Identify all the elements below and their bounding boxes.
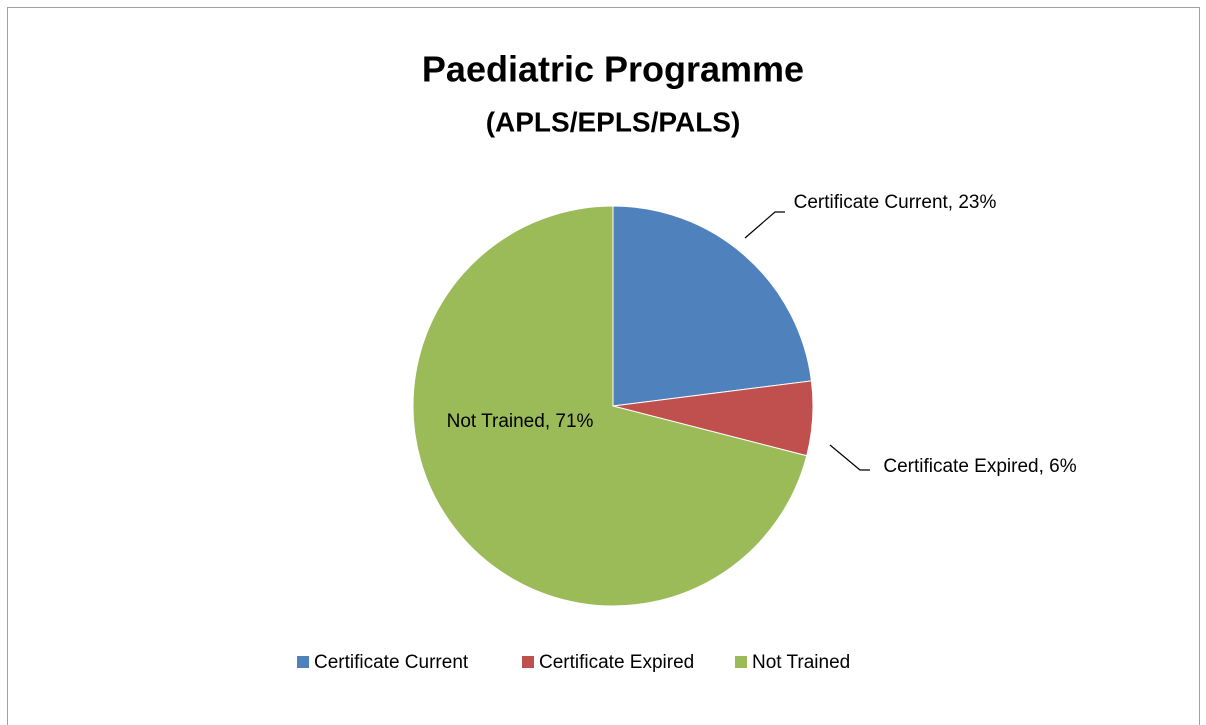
- chart-title: Paediatric Programme: [422, 49, 804, 90]
- leader-line: [744, 211, 785, 239]
- data-label: Certificate Current, 23%: [793, 192, 997, 213]
- leader-line: [829, 444, 870, 471]
- chart-subtitle: (APLS/EPLS/PALS): [486, 106, 741, 137]
- data-label: Certificate Expired, 6%: [883, 456, 1077, 477]
- data-label: Not Trained, 71%: [446, 411, 594, 432]
- pie-slice: [412, 205, 808, 607]
- legend-swatch: [297, 656, 309, 668]
- legend-swatch: [735, 656, 747, 668]
- legend-label: Certificate Expired: [539, 652, 694, 673]
- pie-slice: [612, 205, 812, 407]
- data-label-box: Not Trained, 71%: [446, 411, 594, 432]
- legend-swatch: [522, 656, 534, 668]
- legend-label: Certificate Current: [314, 652, 469, 673]
- legend-label: Not Trained: [752, 652, 850, 673]
- data-label-box: Certificate Expired, 6%: [883, 456, 1077, 477]
- data-label-box: Certificate Current, 23%: [793, 192, 997, 213]
